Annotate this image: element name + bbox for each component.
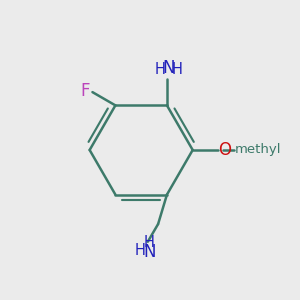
Text: O: O: [218, 141, 231, 159]
Text: H: H: [172, 62, 183, 77]
Text: F: F: [80, 82, 89, 100]
Text: H: H: [144, 235, 155, 250]
Text: H: H: [135, 243, 146, 258]
Text: N: N: [162, 59, 175, 77]
Text: methyl: methyl: [235, 143, 281, 157]
Text: H: H: [154, 62, 165, 77]
Text: N: N: [143, 243, 155, 261]
